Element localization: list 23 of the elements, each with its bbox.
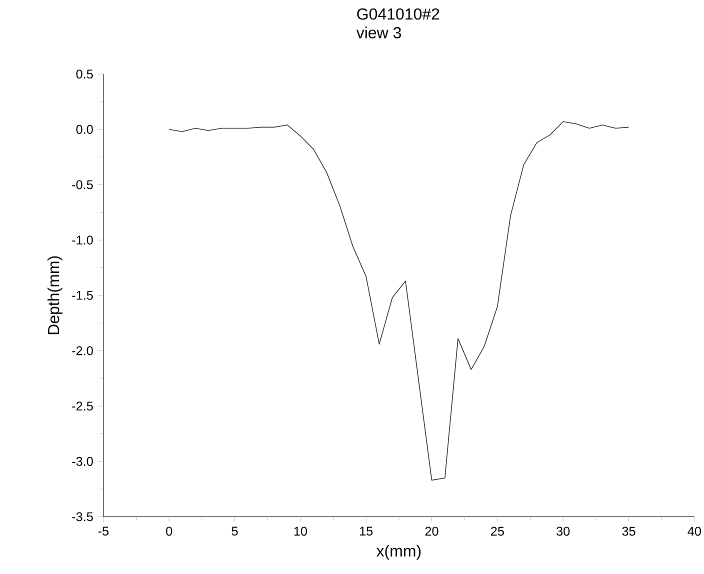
y-axis-title: Depth(mm)	[48, 256, 62, 334]
x-tick-label: 15	[360, 526, 373, 536]
x-axis-title: x(mm)	[376, 544, 421, 560]
x-tick-label: 20	[425, 526, 438, 536]
y-tick-label: -3.0	[72, 456, 93, 466]
x-tick-label: 25	[491, 526, 504, 536]
x-tick-label: 5	[232, 526, 238, 536]
x-tick-label: 35	[622, 526, 636, 536]
y-tick-label: -2.0	[72, 346, 93, 356]
y-tick-label: -0.5	[72, 180, 93, 190]
chart-title: G041010#2	[357, 8, 440, 20]
y-tick-label: 0.0	[76, 124, 93, 134]
y-tick-label: -2.5	[72, 402, 93, 411]
y-tick-label: 0.5	[76, 70, 93, 79]
x-tick-label: 40	[688, 526, 701, 536]
x-tick-label: 30	[556, 526, 570, 536]
x-tick-label: 0	[166, 526, 172, 536]
y-tick-label: -1.0	[72, 236, 93, 245]
x-tick-label: 10	[294, 526, 307, 536]
y-tick-label: -1.5	[72, 290, 93, 300]
y-tick-label: -3.5	[72, 512, 93, 522]
chart-subtitle: view 3	[356, 26, 401, 38]
x-tick-label: -5	[98, 526, 109, 536]
